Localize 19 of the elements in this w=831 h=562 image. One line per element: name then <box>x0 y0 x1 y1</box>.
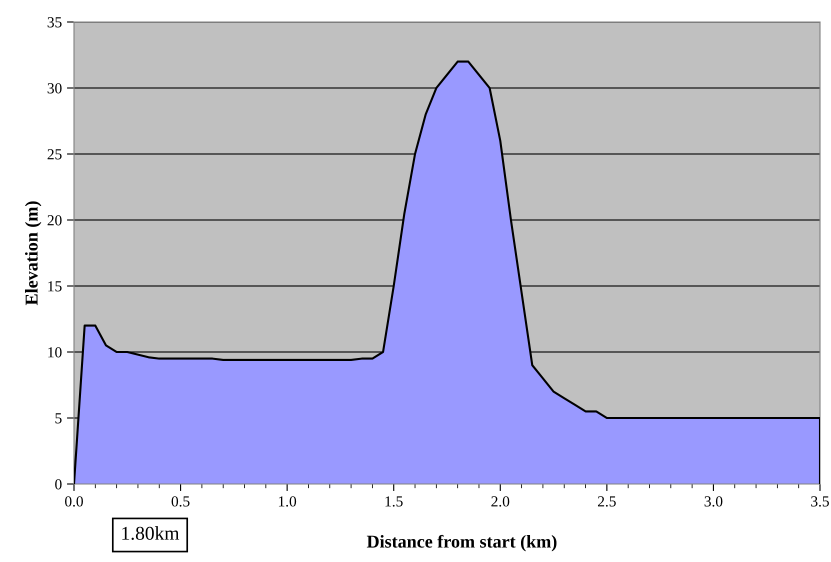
y-tick-label: 15 <box>48 281 62 292</box>
y-axis-title: Elevation (m) <box>24 201 42 306</box>
x-tick-label: 0.0 <box>65 496 83 507</box>
x-tick-label: 3.5 <box>811 496 829 507</box>
x-tick-label: 3.0 <box>704 496 722 507</box>
x-tick-label: 2.5 <box>598 496 616 507</box>
x-tick-label: 1.5 <box>386 496 403 507</box>
y-tick-label: 10 <box>48 347 62 358</box>
y-tick-label: 5 <box>55 413 62 424</box>
y-tick-label: 20 <box>48 215 62 226</box>
y-tick-label: 25 <box>48 149 62 160</box>
y-tick-label: 35 <box>48 17 62 28</box>
y-tick-label: 0 <box>55 479 62 490</box>
x-tick-label: 0.5 <box>172 496 190 507</box>
text: 1.80km <box>122 526 180 540</box>
y-tick-label: 30 <box>48 83 62 94</box>
x-axis-title: Distance from start (km) <box>366 534 556 552</box>
x-tick-label: 2.0 <box>491 496 510 507</box>
x-tick-label: 1.0 <box>278 496 296 507</box>
